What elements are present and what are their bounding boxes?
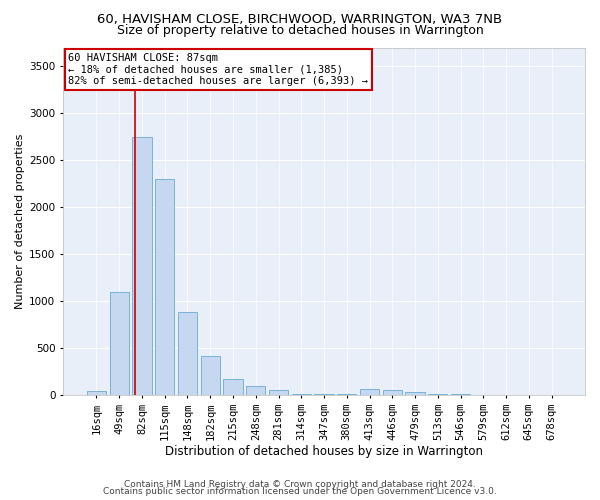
Bar [292,394,311,395]
Bar [200,356,220,395]
Bar [155,179,175,395]
Bar [337,394,356,395]
Bar [360,389,379,395]
Bar [246,386,265,395]
Bar [428,394,448,395]
Text: 60 HAVISHAM CLOSE: 87sqm
← 18% of detached houses are smaller (1,385)
82% of sem: 60 HAVISHAM CLOSE: 87sqm ← 18% of detach… [68,52,368,86]
Text: 60, HAVISHAM CLOSE, BIRCHWOOD, WARRINGTON, WA3 7NB: 60, HAVISHAM CLOSE, BIRCHWOOD, WARRINGTO… [97,12,503,26]
Text: Contains HM Land Registry data © Crown copyright and database right 2024.: Contains HM Land Registry data © Crown c… [124,480,476,489]
Bar [223,379,242,395]
Bar [269,390,288,395]
Text: Contains public sector information licensed under the Open Government Licence v3: Contains public sector information licen… [103,488,497,496]
Text: Size of property relative to detached houses in Warrington: Size of property relative to detached ho… [116,24,484,37]
Bar [451,394,470,395]
Y-axis label: Number of detached properties: Number of detached properties [15,134,25,309]
Bar [110,292,129,395]
Bar [314,394,334,395]
X-axis label: Distribution of detached houses by size in Warrington: Distribution of detached houses by size … [165,444,483,458]
Bar [132,137,152,395]
Bar [178,312,197,395]
Bar [406,392,425,395]
Bar [383,390,402,395]
Bar [87,391,106,395]
